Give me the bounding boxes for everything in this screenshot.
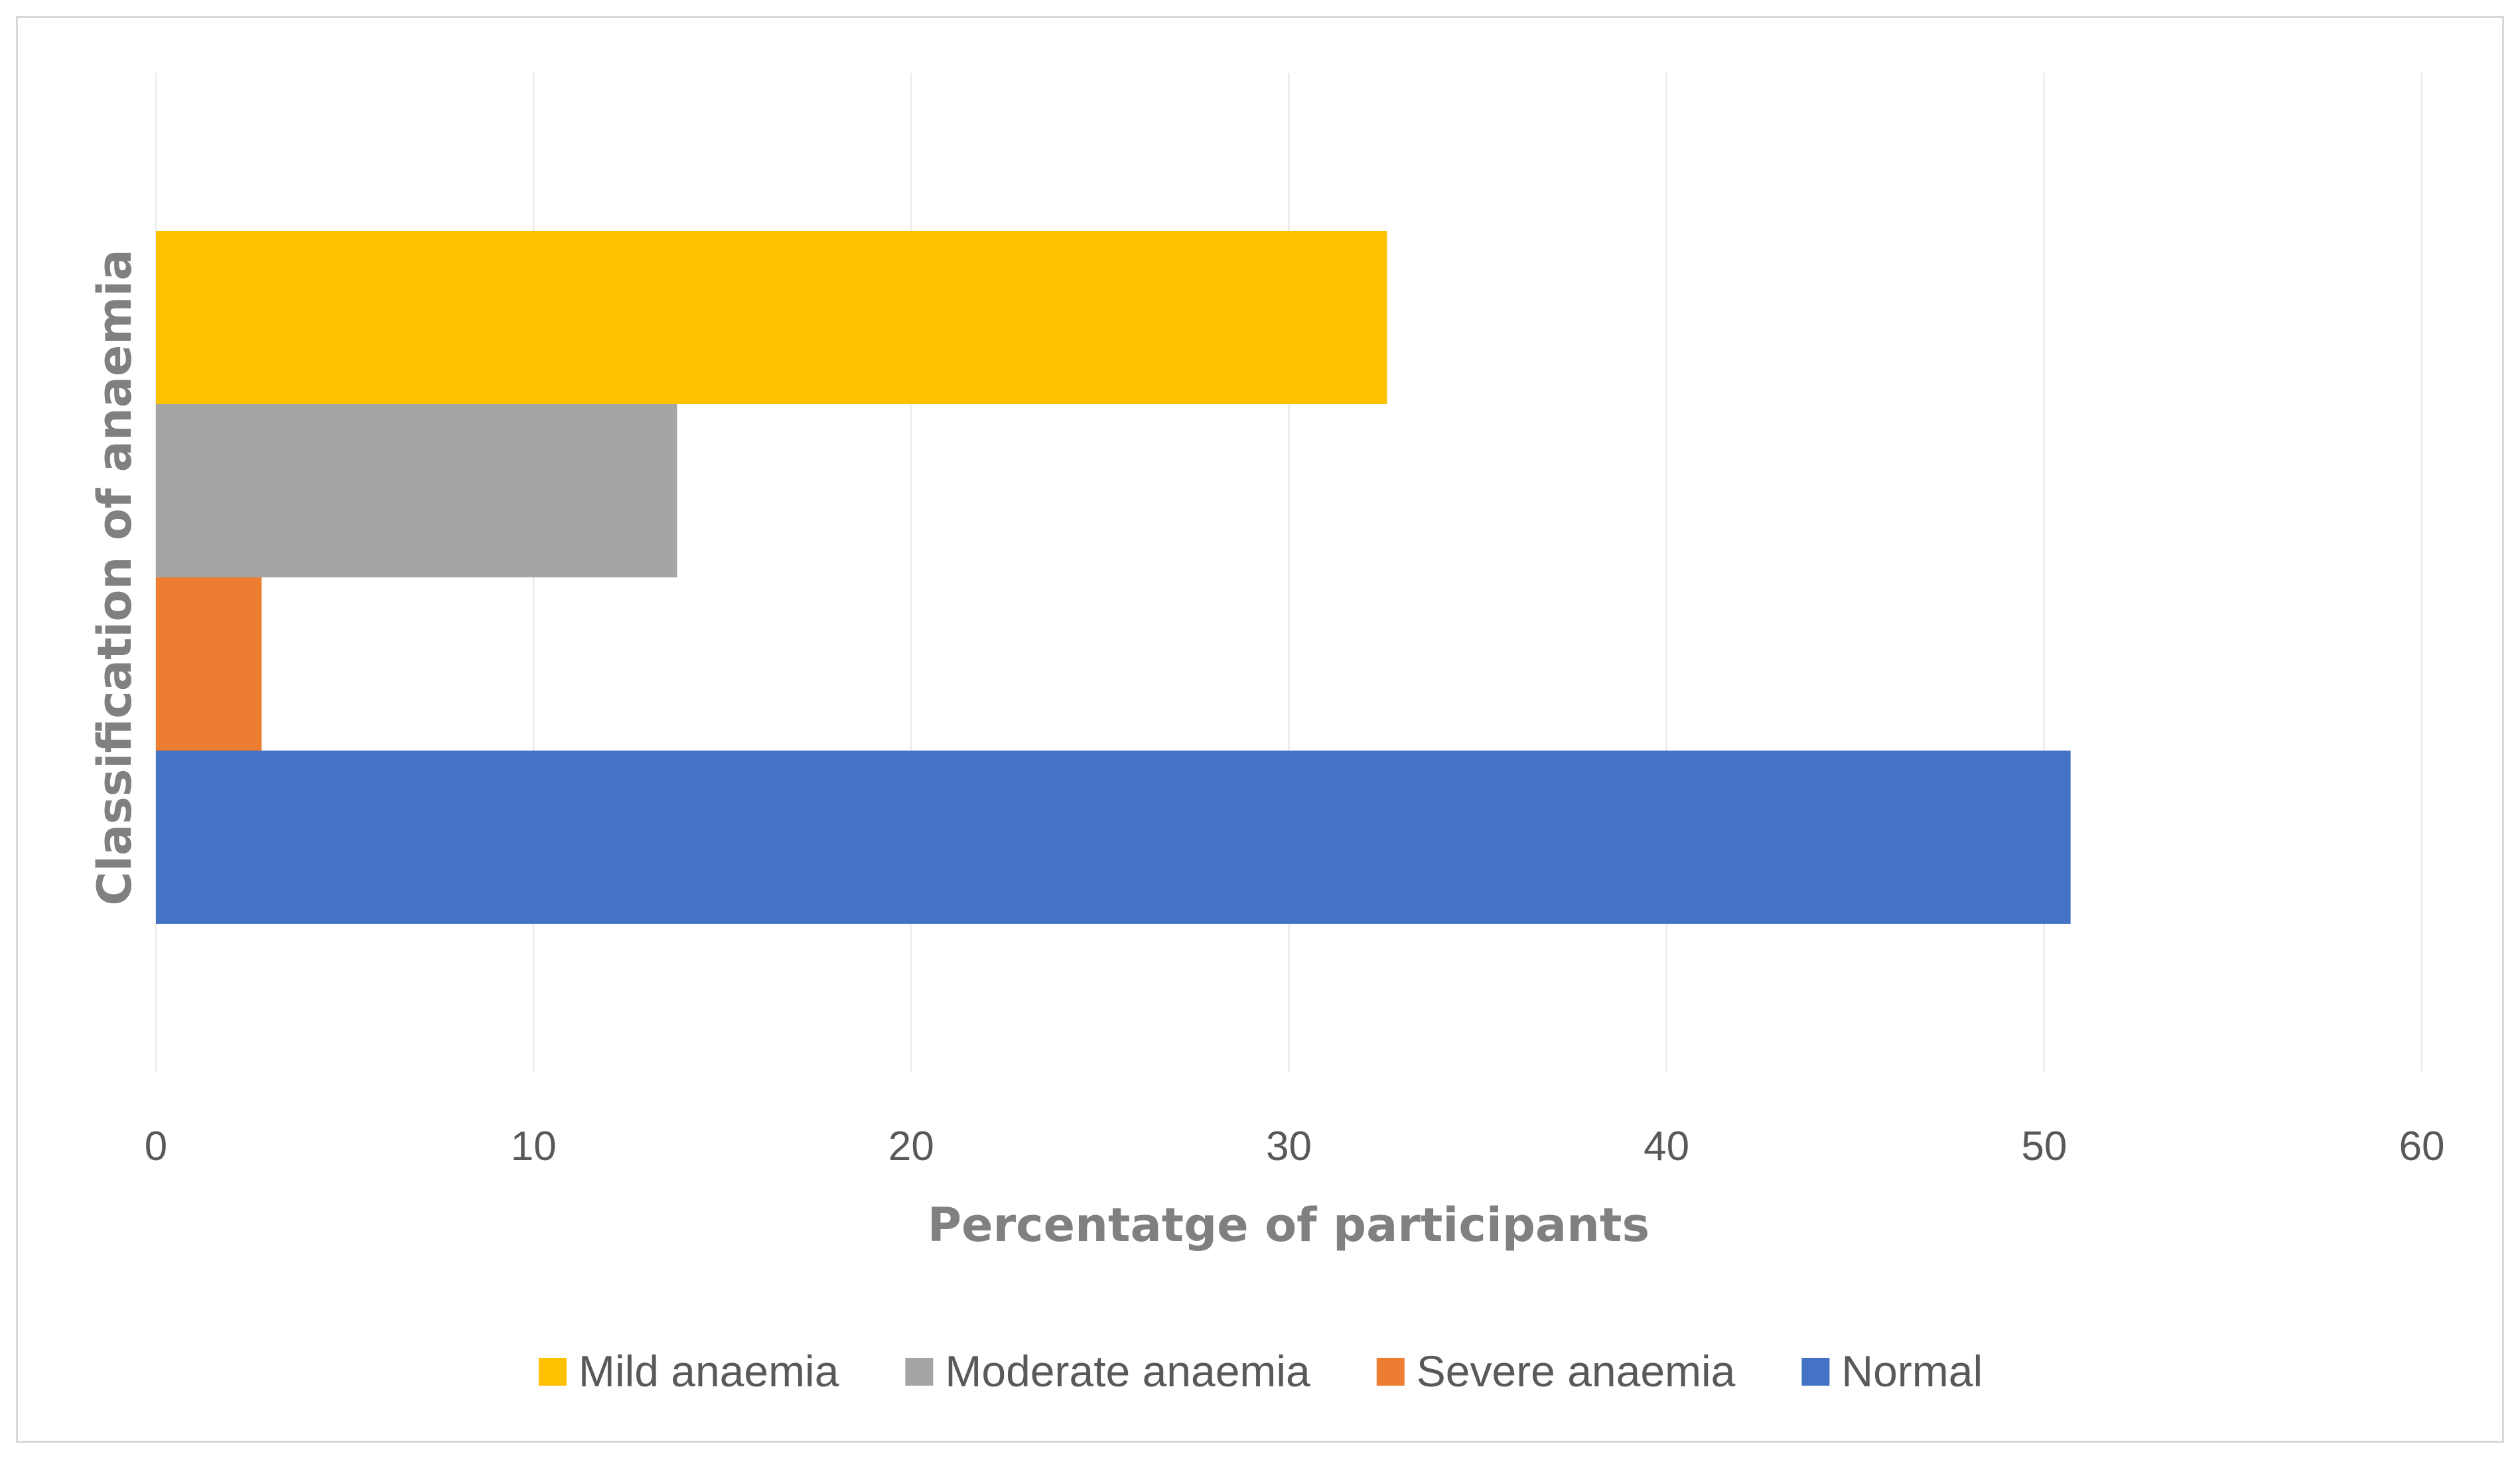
bar-normal bbox=[156, 751, 2071, 924]
legend-label: Mild anaemia bbox=[579, 1347, 839, 1396]
legend-item-normal: Normal bbox=[1801, 1347, 1983, 1396]
legend-swatch bbox=[905, 1358, 934, 1386]
x-tick-labels: 0 10 20 30 40 50 60 bbox=[145, 1124, 2445, 1169]
bar-mild-anaemia bbox=[156, 231, 1387, 404]
x-tick-label: 10 bbox=[511, 1124, 557, 1169]
bar-severe-anaemia bbox=[156, 577, 262, 751]
x-tick-label: 40 bbox=[1644, 1124, 1689, 1169]
x-tick-label: 30 bbox=[1266, 1124, 1312, 1169]
x-tick-label: 60 bbox=[2399, 1124, 2445, 1169]
legend-item-severe-anaemia: Severe anaemia bbox=[1376, 1347, 1736, 1396]
bar-moderate-anaemia bbox=[156, 404, 677, 577]
x-axis-title: Percentatge of participants bbox=[928, 1198, 1649, 1252]
legend-swatch bbox=[1376, 1358, 1405, 1386]
y-axis-title: Classification of anaemia bbox=[88, 249, 142, 905]
legend-label: Severe anaemia bbox=[1417, 1347, 1736, 1396]
legend-swatch bbox=[538, 1358, 567, 1386]
legend-label: Normal bbox=[1841, 1347, 1983, 1396]
legend-swatch bbox=[1801, 1358, 1830, 1386]
bars bbox=[156, 231, 2071, 924]
x-tick-label: 50 bbox=[2021, 1124, 2067, 1169]
x-tick-label: 20 bbox=[888, 1124, 934, 1169]
legend: Mild anaemia Moderate anaemia Severe anaem… bbox=[538, 1347, 1983, 1396]
legend-item-moderate-anaemia: Moderate anaemia bbox=[905, 1347, 1310, 1396]
legend-label: Moderate anaemia bbox=[945, 1347, 1310, 1396]
x-tick-label: 0 bbox=[145, 1124, 167, 1169]
legend-item-mild-anaemia: Mild anaemia bbox=[538, 1347, 839, 1396]
